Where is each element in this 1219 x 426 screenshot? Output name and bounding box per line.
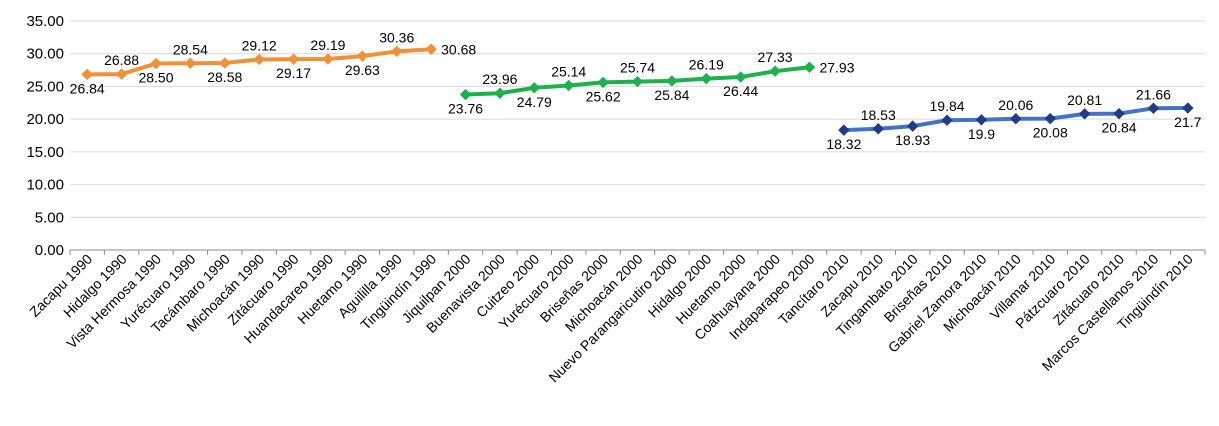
data-point-marker — [734, 71, 747, 83]
data-point-marker — [769, 65, 781, 77]
data-point-marker — [838, 124, 850, 136]
data-label: 25.84 — [654, 87, 689, 103]
data-label: 26.19 — [689, 57, 724, 73]
data-label: 28.58 — [207, 69, 242, 85]
data-label: 28.54 — [173, 41, 208, 57]
data-point-marker — [803, 61, 816, 73]
data-point-marker — [1113, 107, 1125, 120]
y-tick-label: 35.00 — [26, 13, 64, 30]
data-label: 20.06 — [998, 97, 1033, 113]
data-label: 25.14 — [551, 64, 586, 80]
y-tick-label: 15.00 — [26, 144, 64, 161]
data-label: 30.36 — [379, 29, 414, 45]
data-point-marker — [1182, 102, 1194, 114]
data-point-marker — [494, 87, 506, 99]
data-label: 21.66 — [1136, 86, 1171, 102]
y-tick-label: 25.00 — [26, 78, 64, 95]
data-point-marker — [219, 57, 231, 69]
data-label: 20.81 — [1067, 92, 1102, 108]
data-label: 18.93 — [895, 132, 930, 148]
data-point-marker — [115, 68, 128, 80]
data-label: 26.88 — [104, 52, 139, 68]
data-point-marker — [184, 57, 197, 69]
data-label: 20.84 — [1101, 120, 1136, 136]
data-point-marker — [81, 68, 93, 81]
y-tick-label: 20.00 — [26, 111, 64, 128]
data-point-marker — [1078, 108, 1091, 120]
data-label: 23.96 — [482, 71, 517, 87]
data-point-marker — [975, 114, 988, 126]
data-point-marker — [1010, 113, 1022, 125]
y-tick-label: 10.00 — [26, 177, 64, 194]
data-point-marker — [253, 53, 265, 66]
data-point-marker — [666, 75, 678, 87]
y-tick-label: 30.00 — [26, 46, 64, 63]
y-tick-label: 5.00 — [35, 209, 64, 226]
data-point-marker — [287, 53, 300, 65]
data-point-marker — [425, 43, 437, 55]
series-lines — [81, 43, 1194, 136]
data-label: 25.62 — [586, 88, 621, 104]
data-label: 19.84 — [930, 98, 965, 114]
data-label: 29.19 — [310, 37, 345, 53]
data-label: 30.68 — [441, 41, 476, 57]
data-point-marker — [391, 45, 403, 58]
data-point-marker — [906, 120, 919, 132]
data-label: 27.93 — [819, 59, 854, 75]
y-axis-tick-labels: 0.00 5.00 10.00 15.00 20.00 25.00 30.00 35.00 — [26, 13, 64, 259]
data-point-marker — [150, 57, 162, 70]
data-point-marker — [563, 79, 575, 92]
data-label: 18.32 — [826, 136, 861, 152]
data-label: 24.79 — [517, 94, 552, 110]
data-label: 20.08 — [1033, 125, 1068, 141]
data-label: 29.12 — [242, 37, 277, 53]
data-point-marker — [941, 114, 953, 126]
data-label: 21.7 — [1174, 114, 1201, 130]
data-point-marker — [1147, 102, 1160, 114]
data-point-marker — [528, 82, 541, 94]
data-label: 26.44 — [723, 83, 758, 99]
data-label: 29.63 — [345, 62, 380, 78]
data-point-marker — [631, 75, 644, 88]
data-point-marker — [322, 53, 334, 65]
data-label: 26.84 — [70, 80, 105, 96]
data-point-marker — [872, 123, 884, 135]
data-point-marker — [356, 50, 369, 62]
y-tick-label: 0.00 — [35, 242, 64, 259]
data-point-marker — [597, 76, 609, 89]
data-point-marker — [700, 72, 712, 85]
data-label: 19.9 — [968, 126, 995, 142]
data-label: 25.74 — [620, 60, 655, 76]
data-label: 29.17 — [276, 65, 311, 81]
data-point-marker — [459, 88, 472, 101]
data-label: 18.53 — [861, 107, 896, 123]
data-label: 27.33 — [758, 49, 793, 65]
data-label: 28.50 — [138, 70, 173, 86]
data-point-marker — [1044, 112, 1056, 125]
data-label: 23.76 — [448, 101, 483, 117]
